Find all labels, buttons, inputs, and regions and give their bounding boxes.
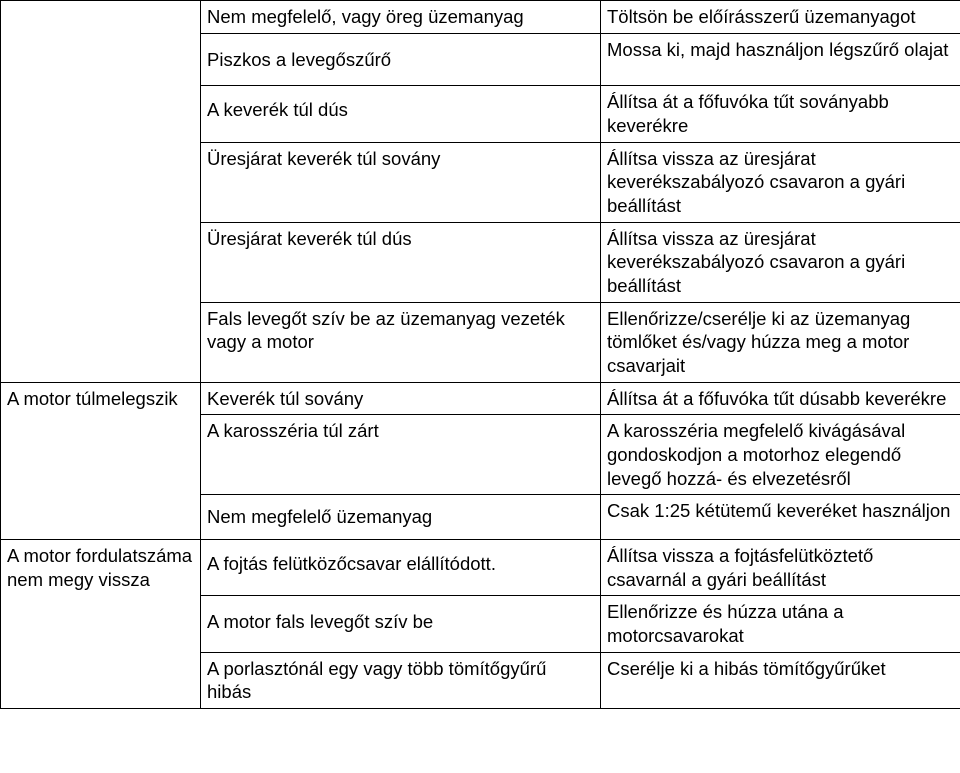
cause-cell: A fojtás felütközőcsavar elállítódott. xyxy=(201,540,601,596)
table-row: Nem megfelelő, vagy öreg üzemanyagTöltsö… xyxy=(1,1,960,34)
remedy-cell: Állítsa át a főfuvóka tűt dúsabb keverék… xyxy=(601,382,960,415)
condition-cell: A motor fordulatszáma nem megy vissza xyxy=(1,540,201,709)
condition-cell: A motor túlmelegszik xyxy=(1,382,201,539)
troubleshooting-table-page: Nem megfelelő, vagy öreg üzemanyagTöltsö… xyxy=(0,0,960,709)
cause-cell: A porlasztónál egy vagy több tömítőgyűrű… xyxy=(201,652,601,708)
remedy-cell: Ellenőrizze/cserélje ki az üzemanyag töm… xyxy=(601,302,960,382)
cause-cell: Nem megfelelő, vagy öreg üzemanyag xyxy=(201,1,601,34)
cause-cell: A motor fals levegőt szív be xyxy=(201,596,601,652)
cause-cell: Üresjárat keverék túl sovány xyxy=(201,142,601,222)
table-row: A motor fordulatszáma nem megy visszaA f… xyxy=(1,540,960,596)
remedy-cell: Mossa ki, majd használjon légszűrő olaja… xyxy=(601,33,960,86)
condition-cell xyxy=(1,1,201,383)
cause-cell: Keverék túl sovány xyxy=(201,382,601,415)
remedy-cell: Állítsa át a főfuvóka tűt soványabb keve… xyxy=(601,86,960,142)
cause-cell: A keverék túl dús xyxy=(201,86,601,142)
cause-cell: Nem megfelelő üzemanyag xyxy=(201,495,601,540)
remedy-cell: Ellenőrizze és húzza utána a motorcsavar… xyxy=(601,596,960,652)
remedy-cell: Állítsa vissza az üresjárat keverékszabá… xyxy=(601,142,960,222)
remedy-cell: A karosszéria megfelelő kivágásával gond… xyxy=(601,415,960,495)
remedy-cell: Töltsön be előírásszerű üzemanyagot xyxy=(601,1,960,34)
remedy-cell: Cserélje ki a hibás tömítőgyűrűket xyxy=(601,652,960,708)
cause-cell: A karosszéria túl zárt xyxy=(201,415,601,495)
remedy-cell: Állítsa vissza az üresjárat keverékszabá… xyxy=(601,222,960,302)
troubleshooting-table: Nem megfelelő, vagy öreg üzemanyagTöltsö… xyxy=(0,0,960,709)
remedy-cell: Állítsa vissza a fojtásfelütköztető csav… xyxy=(601,540,960,596)
table-body: Nem megfelelő, vagy öreg üzemanyagTöltsö… xyxy=(1,1,960,709)
remedy-cell: Csak 1:25 kétütemű keveréket használjon xyxy=(601,495,960,540)
cause-cell: Fals levegőt szív be az üzemanyag vezeté… xyxy=(201,302,601,382)
table-row: A motor túlmelegszikKeverék túl soványÁl… xyxy=(1,382,960,415)
cause-cell: Üresjárat keverék túl dús xyxy=(201,222,601,302)
cause-cell: Piszkos a levegőszűrő xyxy=(201,33,601,86)
